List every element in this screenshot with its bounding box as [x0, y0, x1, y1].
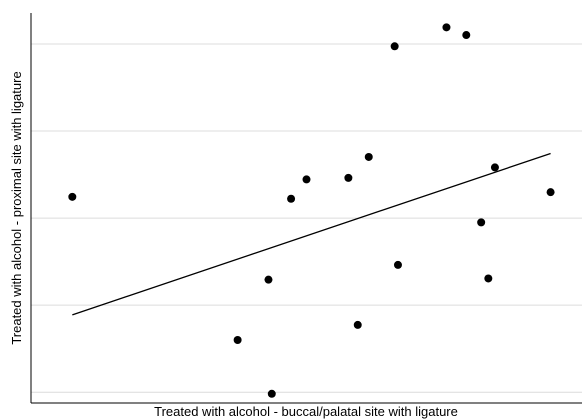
data-point-16: [490, 163, 499, 172]
data-points: [68, 23, 555, 398]
data-point-10: [390, 42, 399, 51]
trend-line: [72, 152, 551, 316]
data-point-7: [344, 173, 353, 182]
data-point-1: [68, 192, 77, 201]
data-point-14: [477, 218, 486, 227]
data-point-11: [393, 260, 402, 269]
x-axis-label: Treated with alcohol - buccal/palatal si…: [154, 404, 458, 419]
data-point-12: [442, 23, 451, 32]
data-point-13: [462, 31, 471, 40]
gridlines: [31, 43, 582, 393]
data-point-3: [264, 275, 273, 284]
data-point-5: [287, 194, 296, 203]
data-point-4: [267, 389, 276, 398]
data-point-6: [302, 175, 311, 184]
data-point-2: [233, 336, 242, 345]
data-point-17: [546, 188, 555, 197]
data-point-8: [353, 320, 362, 329]
data-point-9: [364, 152, 373, 161]
y-axis-label: Treated with alcohol - proximal site wit…: [9, 71, 24, 344]
data-point-15: [484, 274, 493, 283]
